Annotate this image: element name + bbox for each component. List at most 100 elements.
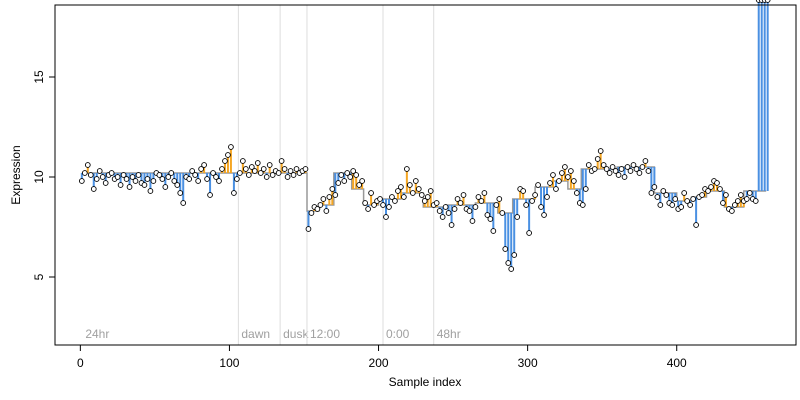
data-point	[469, 218, 476, 224]
data-point	[401, 194, 407, 200]
data-point	[484, 212, 491, 218]
data-point	[752, 198, 759, 204]
x-tick-label: 200	[369, 356, 389, 370]
data-point	[603, 166, 610, 172]
data-point	[451, 206, 458, 212]
data-point	[421, 198, 428, 204]
data-point	[302, 166, 309, 172]
data-point	[395, 188, 401, 194]
data-point	[141, 182, 148, 188]
data-point	[708, 184, 714, 190]
data-point	[81, 170, 88, 176]
data-point	[266, 162, 273, 168]
data-point	[108, 170, 115, 176]
data-point	[129, 174, 136, 180]
data-point	[87, 172, 94, 178]
data-point	[225, 152, 231, 158]
data-point	[624, 164, 631, 170]
data-point	[150, 178, 157, 184]
data-point	[237, 170, 243, 176]
data-point	[520, 188, 527, 194]
data-point	[207, 192, 213, 198]
data-point	[409, 190, 416, 196]
data-point	[254, 160, 261, 166]
data-point	[502, 246, 509, 252]
data-point	[594, 156, 601, 162]
data-point	[505, 260, 512, 266]
x-tick-label: 100	[219, 356, 239, 370]
data-point	[436, 208, 443, 214]
data-point	[582, 186, 589, 192]
data-point	[278, 158, 285, 164]
data-point	[216, 178, 222, 184]
data-point	[305, 226, 312, 232]
data-point	[478, 198, 485, 204]
data-point	[454, 196, 461, 202]
data-point	[213, 174, 219, 180]
data-point	[681, 190, 688, 196]
data-point	[457, 200, 464, 206]
data-point	[180, 200, 187, 206]
data-point	[579, 202, 586, 208]
data-point	[231, 190, 237, 196]
y-axis-label: Expression	[9, 145, 23, 204]
data-point	[535, 182, 541, 188]
data-point	[639, 164, 646, 170]
data-point	[117, 182, 124, 188]
data-point	[84, 162, 91, 168]
x-tick-label: 400	[667, 356, 687, 370]
data-point	[660, 188, 667, 194]
data-point	[332, 192, 339, 198]
data-point	[427, 188, 434, 194]
data-point	[251, 168, 258, 174]
data-point	[621, 174, 628, 180]
data-point	[642, 158, 649, 164]
data-point	[466, 208, 473, 214]
data-point	[743, 196, 750, 202]
data-point	[556, 178, 562, 184]
data-point	[368, 190, 374, 196]
data-point	[735, 198, 741, 204]
data-point	[159, 176, 166, 182]
data-point	[553, 186, 559, 192]
data-point	[242, 166, 249, 172]
data-point	[729, 208, 735, 214]
x-tick-label: 0	[77, 356, 84, 370]
data-point	[657, 202, 664, 208]
data-point	[317, 202, 324, 208]
data-point	[392, 198, 398, 204]
data-point	[737, 192, 744, 198]
data-point	[418, 192, 425, 198]
data-point	[356, 182, 363, 188]
data-point	[335, 180, 342, 186]
data-point	[123, 176, 130, 182]
data-point	[99, 174, 106, 180]
data-point	[415, 186, 422, 192]
data-point	[687, 202, 693, 208]
data-point	[693, 222, 699, 228]
data-point	[195, 178, 201, 184]
corner-label: 24hr	[85, 327, 109, 341]
data-point	[326, 194, 333, 200]
data-point	[245, 172, 252, 178]
data-point	[320, 196, 327, 202]
marker-label: 48hr	[437, 327, 461, 341]
data-point	[114, 174, 121, 180]
data-point	[248, 164, 255, 170]
data-point	[219, 166, 225, 172]
data-point	[541, 212, 547, 218]
data-point	[490, 228, 497, 234]
data-points	[78, 0, 771, 272]
data-point	[499, 210, 506, 216]
data-point	[663, 192, 670, 198]
data-point	[308, 210, 315, 216]
data-point	[174, 182, 181, 188]
data-point	[201, 162, 207, 168]
data-point	[365, 206, 371, 212]
data-point	[222, 158, 228, 164]
data-point	[156, 172, 163, 178]
data-point	[275, 170, 282, 176]
data-point	[147, 188, 154, 194]
data-point	[487, 216, 494, 222]
data-point	[705, 188, 711, 194]
